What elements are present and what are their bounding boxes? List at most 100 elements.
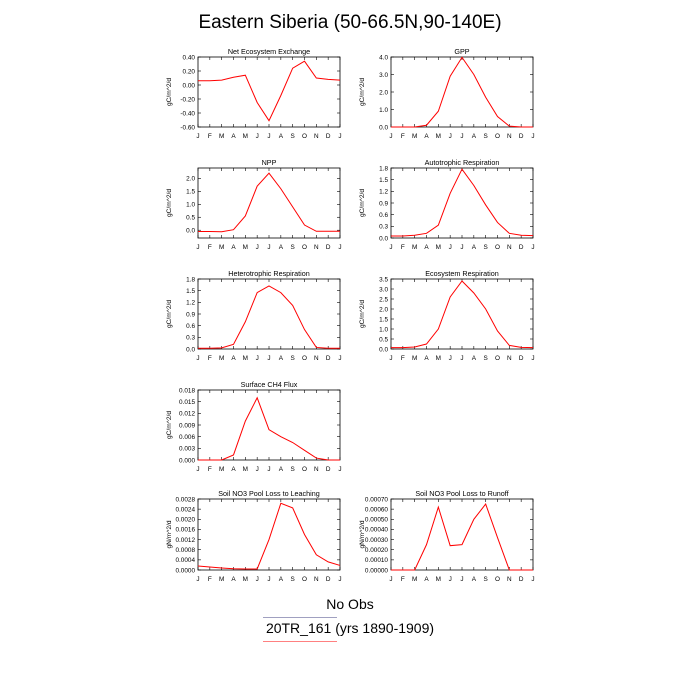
panel-6-ytick-label: 1.0: [379, 326, 388, 333]
panel-2-ytick-label: 2.0: [379, 89, 388, 96]
panel-5-xtick-label: M: [243, 355, 248, 362]
panel-4-ylabel: gC/m^2/d: [359, 189, 366, 217]
panel-3-xtick-label: J: [267, 244, 270, 251]
panel-3-xtick-label: J: [338, 244, 341, 251]
panel-9-frame: [390, 498, 534, 571]
panel-2-ylabel: gC/m^2/d: [359, 78, 366, 106]
panel-1-xtick-label: D: [326, 133, 331, 140]
panel-9-ytick-label: 0.00070: [365, 496, 389, 503]
panel-6-ytick-label: 0.5: [379, 336, 388, 343]
panel-2-ytick-label: 1.0: [379, 107, 388, 114]
panel-9-xtick-label: M: [412, 576, 417, 583]
panel-8-ytick-label: 0.0000: [175, 567, 195, 574]
panel-8-ytick-label: 0.0020: [175, 517, 195, 524]
panel-4-xtick-label: J: [460, 244, 463, 251]
panel-5-xtick-label: J: [338, 355, 341, 362]
panel-5-series-line: [198, 285, 340, 349]
panel-1-xtick-label: S: [291, 133, 295, 140]
panel-2-xtick-label: N: [507, 133, 512, 140]
panel-4-xtick-label: J: [449, 244, 452, 251]
panel-2-xtick-label: A: [472, 133, 477, 140]
panel-9-xtick-label: A: [424, 576, 429, 583]
panel-1-ylabel: gC/m^2/d: [166, 78, 173, 106]
panel-6-xtick-label: J: [389, 355, 392, 362]
panel-7-ytick-label: 0.018: [179, 387, 195, 394]
panel-7: Surface CH4 Flux gC/m^2/d 0.018 0.015 0.012 0…: [166, 380, 342, 473]
panel-7-ytick-label: 0.006: [179, 434, 195, 441]
panel-5-ytick-label: 1.5: [186, 288, 195, 295]
panel-3-xtick-label: J: [256, 244, 259, 251]
panel-7-ytick-label: 0.012: [179, 411, 195, 418]
panel-3-series-line: [198, 172, 340, 233]
panel-6-xtick-label: F: [401, 355, 405, 362]
panel-4-ytick-label: 0.9: [379, 200, 388, 207]
panel-2-ytick-label: 0.0: [379, 124, 388, 131]
panel-7-ytick-label: 0.015: [179, 399, 195, 406]
panel-6-series-line: [391, 280, 534, 349]
panel-2-title: GPP: [454, 47, 469, 56]
panel-6-ytick-label: 2.5: [379, 296, 388, 303]
panel-7-xtick-label: M: [219, 466, 224, 473]
panel-2-xtick-label: J: [389, 133, 392, 140]
panel-3-xtick-label: M: [243, 244, 248, 251]
panel-7-xtick-label: F: [208, 466, 212, 473]
panel-5-xtick-label: A: [279, 355, 284, 362]
panel-6-frame: [390, 278, 534, 350]
panel-2-xtick-label: J: [449, 133, 452, 140]
panel-5-ytick-label: 0.9: [186, 311, 195, 318]
panel-4-xtick-label: A: [424, 244, 429, 251]
panel-4-xtick-label: D: [519, 244, 524, 251]
panel-5-xtick-label: N: [314, 355, 319, 362]
panel-4-xtick-label: A: [472, 244, 477, 251]
panel-9-xtick-label: J: [531, 576, 534, 583]
panel-4-ytick-label: 0.6: [379, 212, 388, 219]
panel-8-xtick-label: F: [208, 576, 212, 583]
panel-5-xtick-label: J: [196, 355, 199, 362]
panel-4-xtick-label: J: [531, 244, 534, 251]
panel-1-ytick-label: -0.40: [180, 110, 195, 117]
panel-7-xtick-label: M: [243, 466, 248, 473]
panel-4-ytick-label: 1.8: [379, 165, 388, 172]
panel-1-xtick-label: A: [279, 133, 284, 140]
panel-6-ytick-label: 2.0: [379, 306, 388, 313]
panel-9-ytick-label: 0.00040: [365, 527, 389, 534]
panel-8-series-line: [197, 502, 341, 570]
panel-5-xtick-label: F: [208, 355, 212, 362]
page-title: Eastern Siberia (50-66.5N,90-140E): [198, 12, 502, 33]
panel-5-ylabel: gC/m^2/d: [166, 300, 173, 328]
panel-2-xtick-label: D: [519, 133, 524, 140]
panel-5-xtick-label: M: [219, 355, 224, 362]
panel-2-xtick-label: A: [424, 133, 429, 140]
panel-8-xtick-label: D: [326, 576, 331, 583]
panel-3-ytick-label: 0.0: [186, 228, 195, 235]
panel-7-xtick-label: S: [291, 466, 295, 473]
panel-5-xtick-label: J: [267, 355, 270, 362]
panel-4-ytick-label: 1.5: [379, 177, 388, 184]
panel-6-ylabel: gC/m^2/d: [359, 300, 366, 328]
panel-3-xtick-label: S: [291, 244, 295, 251]
panel-9-ytick-label: 0.00030: [365, 537, 389, 544]
panel-4-xtick-label: F: [401, 244, 405, 251]
panel-6-xtick-label: D: [519, 355, 524, 362]
panel-7-xtick-label: J: [267, 466, 270, 473]
panel-8: Soil NO3 Pool Loss to LeachinggN/m^2/d0.…: [166, 489, 342, 583]
panel-6-xtick-label: J: [449, 355, 452, 362]
panel-5-title: Heterotrophic Respiration: [228, 269, 310, 278]
panel-7-ytick-label: 0.003: [179, 446, 195, 453]
panel-9-xtick-label: F: [401, 576, 405, 583]
panel-4-xtick-label: S: [484, 244, 488, 251]
panel-9-xtick-label: J: [460, 576, 463, 583]
panel-5-xtick-label: S: [291, 355, 295, 362]
panel-8-xtick-label: S: [291, 576, 295, 583]
panel-6: Ecosystem Respiration gC/m^2/d 3.5 3.0 2.5 2.…: [359, 269, 535, 362]
panel-2-xtick-label: M: [436, 133, 441, 140]
panel-8-xtick-label: N: [314, 576, 319, 583]
panel-4: Autotrophic Respiration gC/m^2/d 1.8 1.5 1.2…: [359, 158, 535, 251]
panel-6-title: Ecosystem Respiration: [425, 269, 499, 278]
panel-2-frame: [390, 56, 534, 128]
panel-1-xtick-label: M: [243, 133, 248, 140]
panel-3-ylabel: gC/m^2/d: [166, 189, 173, 217]
panel-8-title: Soil NO3 Pool Loss to Leaching: [218, 489, 320, 498]
panel-8-ytick-label: 0.0016: [175, 527, 195, 534]
